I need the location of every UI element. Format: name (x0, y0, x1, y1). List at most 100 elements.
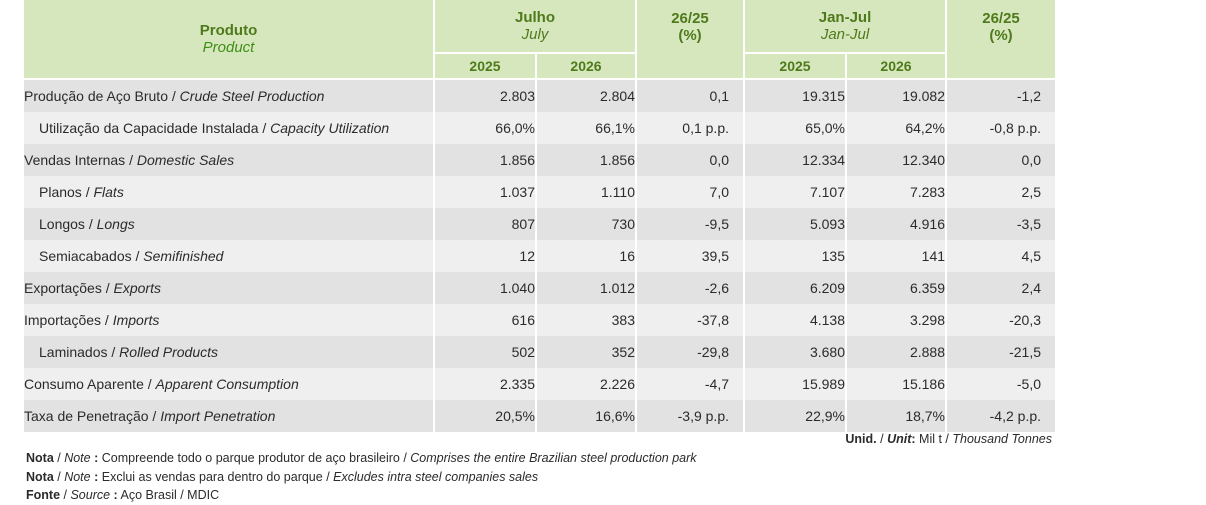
table-row: Utilização da Capacidade Instalada / Cap… (24, 112, 1056, 144)
july-group-header: Julho July (433, 0, 636, 53)
row-label-en: Rolled Products (119, 344, 218, 360)
july-2026-cell: 16,6% (535, 400, 636, 432)
jan-jul-change-cell: -20,3 (945, 304, 1056, 336)
july-2025-cell: 616 (433, 304, 536, 336)
row-label: Vendas Internas / Domestic Sales (24, 144, 434, 176)
row-label: Laminados / Rolled Products (24, 336, 434, 368)
product-header-en: Product (202, 39, 255, 56)
table-row: Semiacabados / Semifinished 12 16 39,5 135 14… (24, 240, 1056, 272)
row-label-separator: / (84, 216, 97, 232)
row-label-separator: / (125, 152, 137, 168)
row-label: Planos / Flats (24, 176, 434, 208)
row-label-separator: / (107, 344, 120, 360)
unit-value-pt: Mil t (919, 432, 942, 446)
row-label-separator: / (258, 120, 271, 136)
source-text: Aço Brasil / MDIC (120, 488, 220, 502)
jan-jul-2025-cell: 22,9% (743, 400, 846, 432)
jan-jul-2025-cell: 7.107 (743, 176, 846, 208)
jan-jul-2025-cell: 4.138 (743, 304, 846, 336)
july-2025-cell: 12 (433, 240, 536, 272)
july-2026-cell: 1.856 (535, 144, 636, 176)
jan-jul-header-pt: Jan-Jul (818, 9, 872, 26)
july-change-cell: -2,6 (635, 272, 744, 304)
row-label-separator: / (148, 408, 161, 424)
row-label-en: Flats (93, 184, 124, 200)
jan-jul-2025-header: 2025 (743, 52, 846, 78)
row-label: Consumo Aparente / Apparent Consumption (24, 368, 434, 400)
row-label-pt: Vendas Internas (24, 152, 126, 168)
jan-jul-2026-cell: 18,7% (844, 400, 947, 432)
jan-jul-2025-cell: 5.093 (743, 208, 846, 240)
row-label-pt: Exportações (24, 280, 102, 296)
row-label: Semiacabados / Semifinished (24, 240, 434, 272)
row-label-en: Apparent Consumption (155, 376, 299, 392)
product-header-pt: Produto (199, 22, 258, 39)
jan-jul-change-cell: -5,0 (945, 368, 1056, 400)
july-change-cell: 39,5 (635, 240, 744, 272)
row-label-separator: / (168, 88, 180, 104)
table-row: Taxa de Penetração / Import Penetration 2… (24, 400, 1056, 432)
note-text-pt: Exclui as vendas para dentro do parque (101, 469, 323, 484)
row-label-en: Exports (113, 280, 161, 296)
jan-jul-change-cell: 4,5 (945, 240, 1056, 272)
jan-jul-change-cell: -21,5 (945, 336, 1056, 368)
july-2026-cell: 1.012 (535, 272, 636, 304)
jan-jul-change-cell: 2,4 (945, 272, 1056, 304)
july-2026-cell: 352 (535, 336, 636, 368)
july-2025-cell: 1.040 (433, 272, 536, 304)
table-row: Planos / Flats 1.037 1.110 7,0 7.107 7.283 2,5 (24, 176, 1056, 208)
jan-jul-change-cell: 2,5 (945, 176, 1056, 208)
july-change-cell: 7,0 (635, 176, 744, 208)
jan-jul-change-header: 26/25 (%) (945, 0, 1056, 53)
notes-block: Nota / Note : Compreende todo o parque p… (26, 449, 697, 505)
jan-jul-change-label: 26/25 (982, 9, 1020, 27)
source-label-en: Source (70, 488, 111, 502)
july-change-cell: 0,1 p.p. (635, 112, 744, 144)
row-label-pt: Longos (39, 216, 85, 232)
jan-jul-2025-cell: 65,0% (743, 112, 846, 144)
july-change-cell: -9,5 (635, 208, 744, 240)
row-label-en: Imports (112, 312, 160, 328)
row-label: Taxa de Penetração / Import Penetration (24, 400, 434, 432)
row-label-pt: Utilização da Capacidade Instalada (39, 120, 259, 136)
note-label-en: Note (64, 469, 91, 484)
row-label-en: Longs (96, 216, 135, 232)
jan-jul-2026-cell: 19.082 (844, 80, 947, 112)
jan-jul-2026-cell: 7.283 (844, 176, 947, 208)
row-label-en: Semifinished (143, 248, 224, 264)
july-2026-cell: 383 (535, 304, 636, 336)
note-text-pt: Compreende todo o parque produtor de aço… (101, 451, 400, 465)
note-label-pt: Nota (26, 469, 54, 484)
note-text-en: Excludes intra steel companies sales (333, 469, 539, 484)
jan-jul-2026-cell: 6.359 (844, 272, 947, 304)
july-change-label: 26/25 (671, 9, 709, 27)
jan-jul-2026-cell: 12.340 (844, 144, 947, 176)
row-label-pt: Importações (24, 312, 102, 328)
july-2025-cell: 20,5% (433, 400, 536, 432)
july-2025-cell: 2.335 (433, 368, 536, 400)
jan-jul-change-cell: -3,5 (945, 208, 1056, 240)
row-label-en: Crude Steel Production (179, 88, 325, 104)
july-change-cell: -3,9 p.p. (635, 400, 744, 432)
row-label: Importações / Imports (24, 304, 434, 336)
note-label-pt: Nota (26, 451, 54, 465)
july-2026-cell: 16 (535, 240, 636, 272)
row-label-pt: Taxa de Penetração (24, 408, 149, 424)
row-label-separator: / (101, 312, 113, 328)
jan-jul-2025-cell: 12.334 (743, 144, 846, 176)
table-row: Exportações / Exports 1.040 1.012 -2,6 6.209… (24, 272, 1056, 304)
source-label-pt: Fonte (26, 488, 61, 502)
july-change-cell: -37,8 (635, 304, 744, 336)
july-2025-cell: 502 (433, 336, 536, 368)
jan-jul-2025-cell: 19.315 (743, 80, 846, 112)
jan-jul-header-en: Jan-Jul (820, 26, 870, 43)
table-row: Vendas Internas / Domestic Sales 1.856 1.8… (24, 144, 1056, 176)
jan-jul-change-cell: -1,2 (945, 80, 1056, 112)
jan-jul-change-cell: -4,2 p.p. (945, 400, 1056, 432)
note-text-en: Comprises the entire Brazilian steel pro… (410, 451, 697, 465)
row-label-pt: Semiacabados (39, 248, 132, 264)
jan-jul-2026-cell: 141 (844, 240, 947, 272)
july-2025-cell: 1.037 (433, 176, 536, 208)
table-row: Laminados / Rolled Products 502 352 -29,8 3.… (24, 336, 1056, 368)
